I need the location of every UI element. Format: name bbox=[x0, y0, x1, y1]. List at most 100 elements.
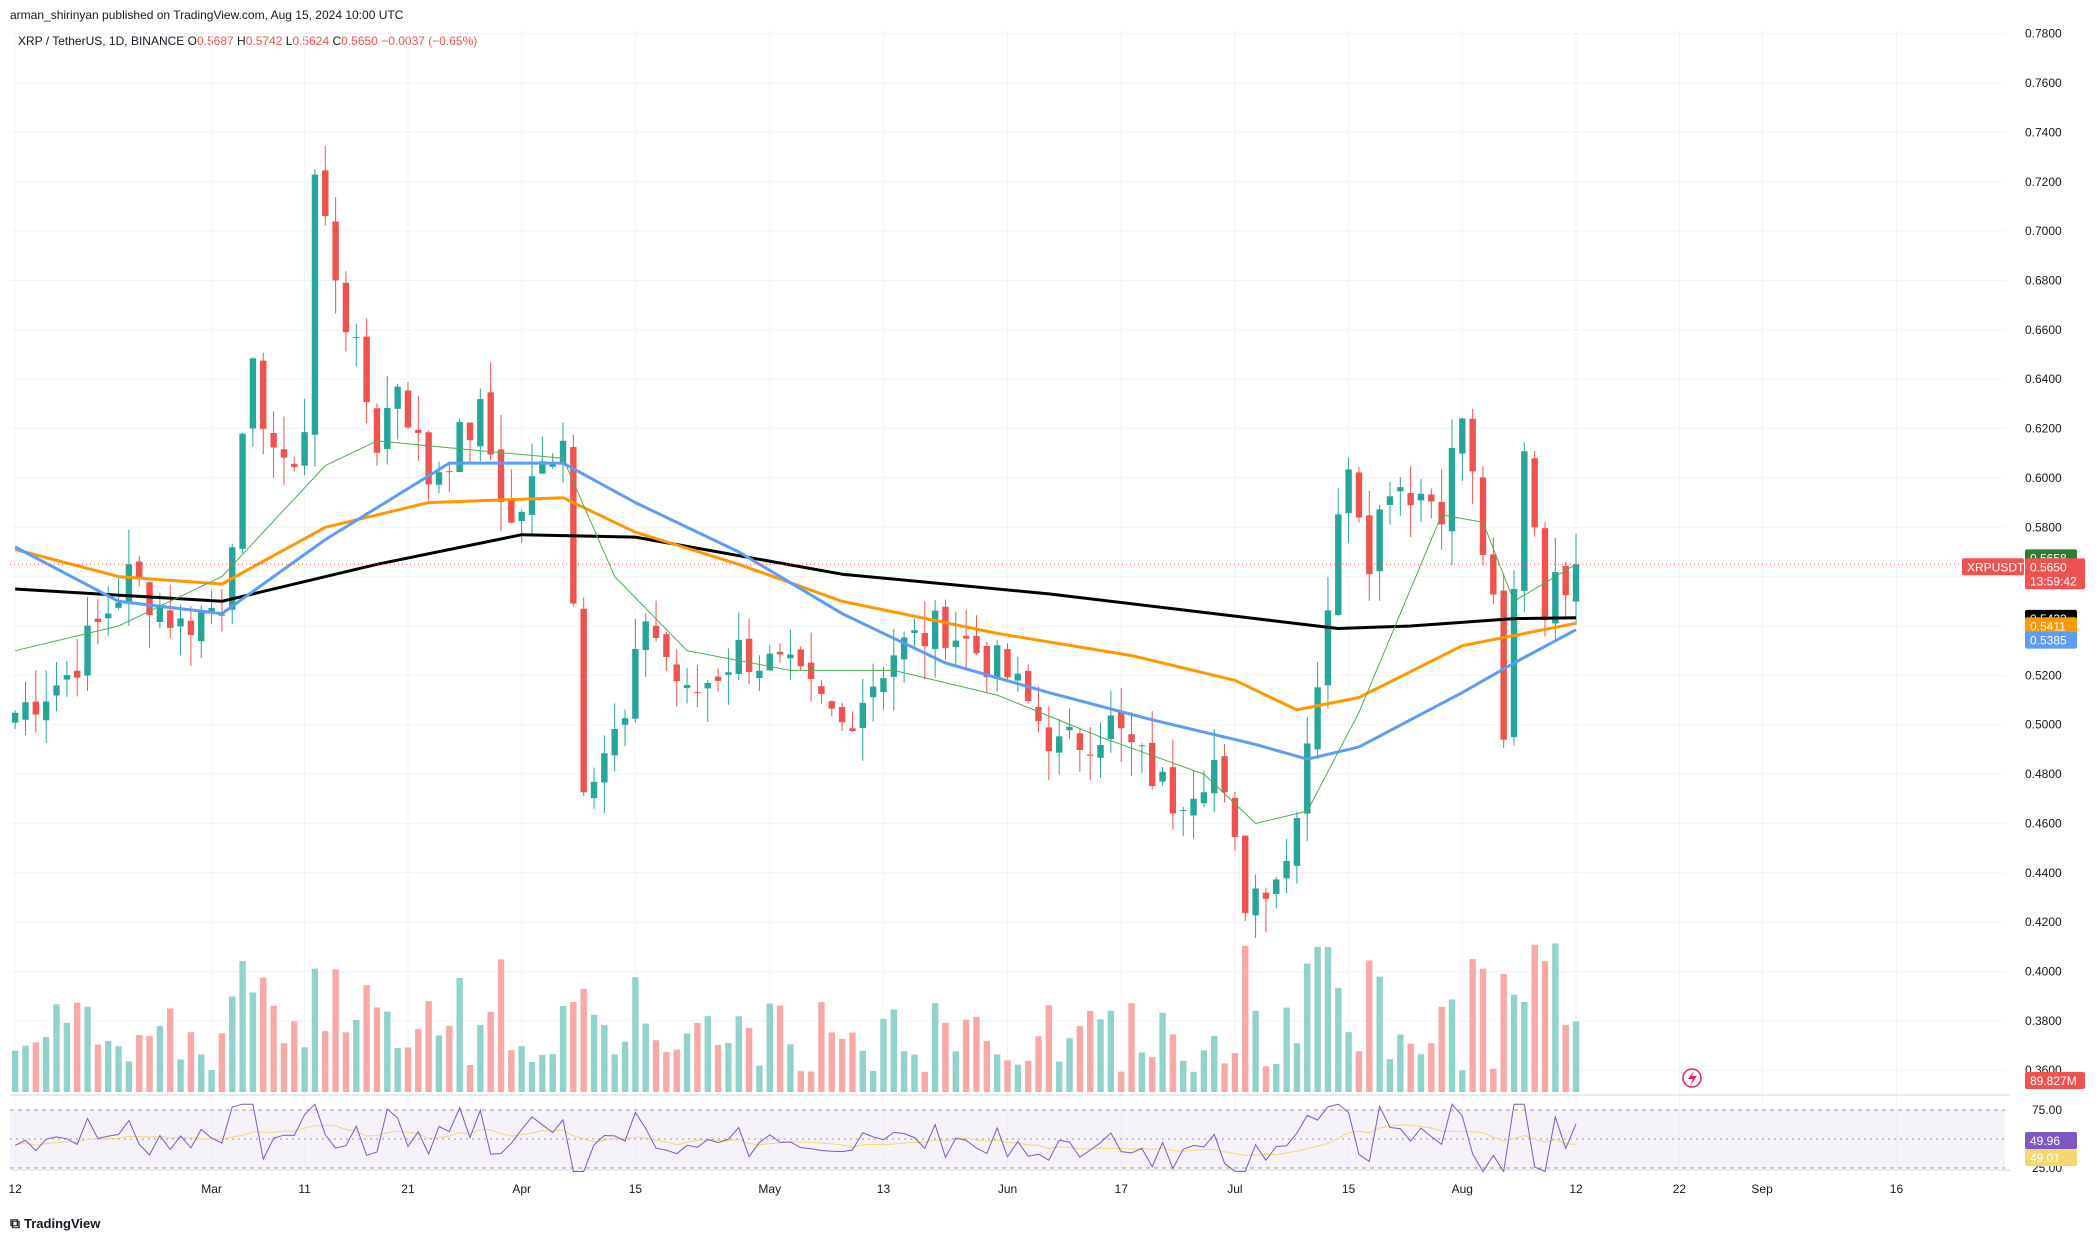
candle-body bbox=[1149, 742, 1156, 787]
volume-bar bbox=[1448, 999, 1456, 1092]
volume-bar bbox=[590, 1014, 598, 1092]
candle-body bbox=[1386, 496, 1394, 506]
volume-bar bbox=[1138, 1052, 1146, 1092]
candle-body bbox=[94, 618, 102, 623]
candle-body bbox=[394, 386, 401, 409]
volume-bar bbox=[1376, 976, 1383, 1092]
candle-body bbox=[580, 608, 587, 793]
volume-bar bbox=[1397, 1034, 1404, 1092]
volume-bar bbox=[1355, 1051, 1363, 1092]
candle-body bbox=[1273, 879, 1280, 895]
candle-body bbox=[735, 639, 742, 674]
volume-bar bbox=[1510, 994, 1518, 1092]
volume-bar bbox=[260, 977, 267, 1092]
candle-body bbox=[156, 606, 164, 623]
high-value: 0.5742 bbox=[245, 34, 283, 48]
volume-bar bbox=[1128, 1003, 1135, 1092]
volume-bar bbox=[818, 1002, 825, 1092]
volume-bar bbox=[1417, 1054, 1425, 1092]
candle-body bbox=[539, 461, 546, 474]
candle-body bbox=[249, 358, 257, 429]
candle-body bbox=[663, 634, 670, 658]
candle-body bbox=[332, 221, 339, 281]
volume-bar bbox=[1469, 959, 1476, 1092]
price-tick-label: 0.6400 bbox=[2025, 372, 2062, 386]
candle-body bbox=[1541, 528, 1549, 621]
price-tick-label: 0.5800 bbox=[2025, 520, 2062, 534]
price-tick-label: 0.3800 bbox=[2025, 1014, 2062, 1028]
volume-bar bbox=[1159, 1012, 1166, 1092]
candle-body bbox=[1459, 418, 1466, 454]
candle-body bbox=[1066, 726, 1073, 731]
date-tick-label: Apr bbox=[512, 1182, 531, 1196]
candle-body bbox=[869, 686, 877, 698]
candle-body bbox=[260, 360, 267, 429]
candle-body bbox=[342, 282, 350, 333]
candle-body bbox=[384, 407, 391, 450]
candle-body bbox=[466, 422, 474, 441]
candle-body bbox=[632, 648, 639, 719]
volume-bar bbox=[528, 1061, 536, 1092]
candle-body bbox=[1190, 798, 1197, 816]
candle-body bbox=[404, 390, 412, 428]
price-tick-label: 0.4200 bbox=[2025, 915, 2062, 929]
volume-bar bbox=[1231, 1053, 1239, 1092]
candle-body bbox=[838, 706, 846, 723]
tradingview-logo[interactable]: ⧉ TradingView bbox=[10, 1215, 101, 1231]
candle-body bbox=[291, 463, 298, 468]
volume-bar bbox=[1086, 1010, 1094, 1092]
volume-bar bbox=[756, 1065, 763, 1092]
last-price-tag-text: 13:59:42 bbox=[2030, 574, 2077, 588]
candle-body bbox=[1086, 754, 1094, 756]
ema50-tag-bg bbox=[2025, 631, 2077, 649]
volume-bar bbox=[508, 1050, 515, 1092]
symbol-name: XRP / TetherUS, 1D, BINANCE bbox=[18, 34, 185, 48]
candle-body bbox=[694, 692, 701, 694]
volume-bar bbox=[1262, 1066, 1270, 1092]
volume-bar bbox=[187, 1032, 195, 1092]
volume-bar bbox=[900, 1051, 908, 1092]
candle-body bbox=[983, 646, 991, 678]
candle-body bbox=[208, 608, 215, 613]
price-tick-label: 0.4400 bbox=[2025, 866, 2062, 880]
price-tick-label: 0.7000 bbox=[2025, 224, 2062, 238]
candle-body bbox=[487, 392, 494, 455]
volume-bar bbox=[683, 1033, 691, 1092]
date-tick-label: 12 bbox=[1569, 1182, 1583, 1196]
date-tick-label: 21 bbox=[401, 1182, 415, 1196]
ema100-tag-bg bbox=[2025, 617, 2077, 635]
volume-bar bbox=[559, 1005, 567, 1092]
candle-body bbox=[528, 476, 536, 515]
volume-bar bbox=[942, 1022, 949, 1092]
price-tick-label: 0.6600 bbox=[2025, 323, 2062, 337]
candle-body bbox=[756, 670, 763, 678]
volume-bar bbox=[983, 1041, 991, 1092]
volume-bar bbox=[1221, 1063, 1228, 1092]
candle-body bbox=[42, 701, 50, 721]
volume-bar bbox=[931, 1003, 939, 1092]
volume-bar bbox=[1283, 1007, 1290, 1092]
volume-bar bbox=[1345, 1032, 1352, 1092]
candle-body bbox=[776, 651, 784, 655]
volume-bar bbox=[838, 1038, 846, 1092]
volume-bar bbox=[714, 1044, 722, 1092]
candle-body bbox=[435, 472, 443, 485]
volume-bar bbox=[1459, 1070, 1466, 1092]
price-tick-label: 0.4600 bbox=[2025, 816, 2062, 830]
volume-bar bbox=[1438, 1006, 1445, 1092]
candle-body bbox=[714, 676, 722, 681]
candle-body bbox=[146, 582, 153, 616]
volume-bar bbox=[1335, 987, 1342, 1092]
volume-bar bbox=[63, 1022, 71, 1092]
candle-body bbox=[115, 602, 122, 608]
symbol-legend: XRP / TetherUS, 1D, BINANCE O0.5687 H0.5… bbox=[18, 34, 478, 48]
volume-bar bbox=[869, 1070, 877, 1092]
volume-bar bbox=[797, 1071, 804, 1092]
rsi-ma-tag-bg bbox=[2025, 1149, 2077, 1166]
date-tick-label: Mar bbox=[201, 1182, 222, 1196]
date-tick-label: 17 bbox=[1115, 1182, 1129, 1196]
volume-bar bbox=[1118, 1071, 1125, 1092]
candle-body bbox=[652, 625, 660, 638]
date-tick-label: 12 bbox=[8, 1182, 22, 1196]
